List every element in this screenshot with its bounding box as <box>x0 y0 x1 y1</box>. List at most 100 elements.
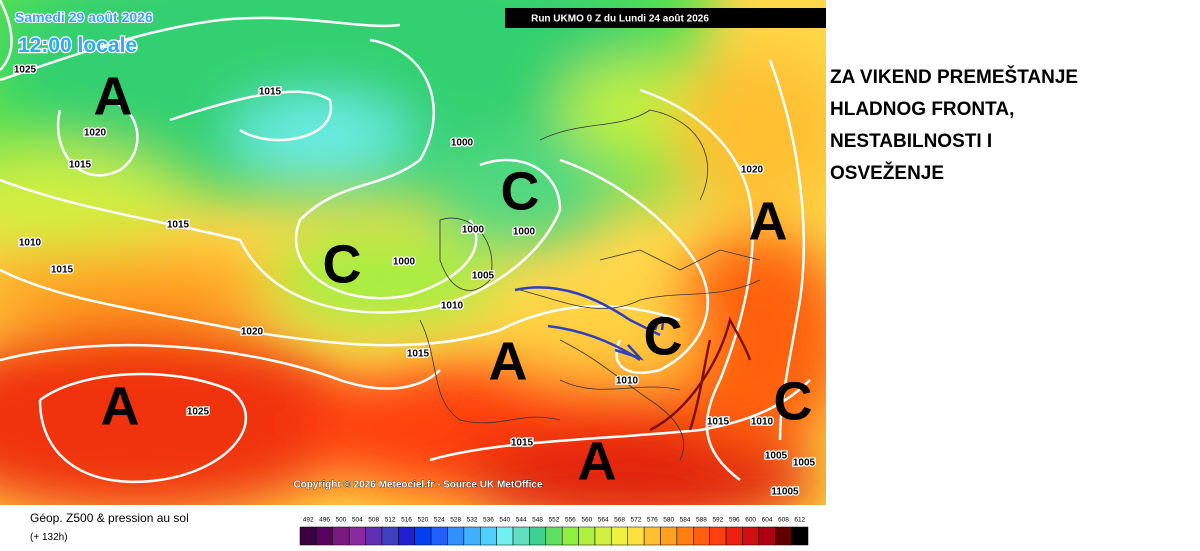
scale-label: 552 <box>549 517 560 524</box>
pressure-center: C <box>644 306 683 366</box>
fronts <box>514 286 752 432</box>
isobar-label: 11005 <box>771 487 799 498</box>
isobar-labels: 1025 1015 1020 1015 1000 1015 1010 1015 1000 1000… <box>13 63 817 499</box>
scale-swatch <box>316 526 334 546</box>
pressure-center: A <box>101 376 140 436</box>
scale-swatch <box>791 526 809 546</box>
isobar-label: 1000 <box>462 225 485 236</box>
isobar-label: 1010 <box>19 238 42 249</box>
isobar-label: 1020 <box>241 327 264 338</box>
scale-swatch <box>643 526 661 546</box>
scale-swatch <box>545 526 563 546</box>
caption-line: ZA VIKEND PREMEŠTANJE <box>830 66 1078 88</box>
scale-swatch <box>693 526 710 546</box>
scale-label: 524 <box>434 517 445 524</box>
scale-swatch <box>676 526 694 546</box>
scale-label: 564 <box>598 517 609 524</box>
scale-label: 496 <box>319 517 330 524</box>
isobar-label: 1025 <box>187 407 210 418</box>
valid-date: Samedi 29 août 2026 <box>15 9 153 25</box>
scale-label: 596 <box>729 517 740 524</box>
isobar-label: 1010 <box>616 376 639 387</box>
isobar-label: 1015 <box>707 417 730 428</box>
isobars <box>0 0 811 484</box>
run-info: Run UKMO 0 Z du Lundi 24 août 2026 <box>531 14 709 25</box>
isobar-label: 1015 <box>51 265 74 276</box>
scale-label: 508 <box>368 517 379 524</box>
isobar-label: 1005 <box>793 458 816 469</box>
pressure-center: A <box>94 66 133 126</box>
scale-swatch <box>627 526 645 546</box>
scale-label: 520 <box>417 517 428 524</box>
scale-label: 588 <box>696 517 707 524</box>
pressure-center: C <box>501 161 540 221</box>
pressure-center: C <box>323 234 362 294</box>
scale-swatch <box>594 526 612 546</box>
scale-swatch <box>496 526 514 546</box>
legend-title: Géop. Z500 & pression au sol <box>30 511 189 525</box>
scale-swatch <box>660 526 678 546</box>
scale-label: 516 <box>401 517 412 524</box>
scale-swatch <box>480 526 497 546</box>
caption-line: NESTABILNOSTI I <box>830 131 992 152</box>
scale-label: 500 <box>336 517 347 524</box>
scale-swatch <box>332 526 350 546</box>
scale-label: 532 <box>467 517 478 524</box>
scale-swatch <box>299 526 317 546</box>
scale-swatch <box>742 526 760 546</box>
scale-swatch <box>365 526 383 546</box>
scale-swatch <box>348 526 366 546</box>
isobar-label: 1025 <box>14 65 37 76</box>
scale-swatch <box>512 526 530 546</box>
height-field <box>0 0 826 505</box>
scale-label: 536 <box>483 517 494 524</box>
country-borders <box>419 109 761 461</box>
isobar-label: 1015 <box>69 160 92 171</box>
scale-label: 540 <box>499 517 510 524</box>
pressure-center: A <box>489 331 528 391</box>
caption: ZA VIKEND PREMEŠTANJE HLADNOG FRONTA, NEST… <box>830 66 1078 184</box>
isobar-label: 1020 <box>84 128 107 139</box>
scale-label: 528 <box>450 517 461 524</box>
run-bar <box>505 8 826 28</box>
pressure-center: A <box>578 431 617 491</box>
caption-line: OSVEŽENJE <box>830 162 944 184</box>
scale-label: 512 <box>385 517 396 524</box>
isobar-label: 1000 <box>451 138 474 149</box>
scale-label: 580 <box>663 517 674 524</box>
scale-swatch <box>578 526 596 546</box>
scale-label: 600 <box>745 517 756 524</box>
scale-label: 560 <box>581 517 592 524</box>
scale-label: 556 <box>565 517 576 524</box>
forecast-lead: (+ 132h) <box>30 532 68 543</box>
scale-label: 492 <box>303 517 314 524</box>
copyright: Copyright © 2026 Meteociel.fr - Source U… <box>293 480 543 491</box>
scale-label: 604 <box>762 517 773 524</box>
scale-swatch <box>463 526 481 546</box>
map: 1025 1015 1020 1015 1000 1015 1010 1015 1000 1000… <box>0 0 826 505</box>
scale-label: 584 <box>680 517 691 524</box>
isobar-label: 1010 <box>751 417 774 428</box>
isobar-label: 1020 <box>741 165 764 176</box>
caption-line: HLADNOG FRONTA, <box>830 99 1014 120</box>
color-scale: 492 496 500 504 508 512 516 520 524 528 532 536 540 5… <box>299 517 809 546</box>
scale-label: 576 <box>647 517 658 524</box>
isobar-label: 1015 <box>407 349 430 360</box>
scale-swatch <box>447 526 465 546</box>
isobar-label: 1000 <box>513 227 536 238</box>
scale-label: 592 <box>712 517 723 524</box>
isobar-label: 1005 <box>472 271 495 282</box>
scale-swatch <box>561 526 579 546</box>
scale-label: 544 <box>516 517 527 524</box>
scale-swatch <box>398 526 415 546</box>
isobar-label: 1000 <box>393 257 416 268</box>
isobar-label: 1005 <box>765 451 788 462</box>
pressure-center: A <box>749 191 788 251</box>
scale-swatch <box>774 526 792 546</box>
scale-swatch <box>381 526 399 546</box>
scale-swatch <box>529 526 547 546</box>
isobar-label: 1015 <box>259 87 282 98</box>
scale-label: 504 <box>352 517 363 524</box>
